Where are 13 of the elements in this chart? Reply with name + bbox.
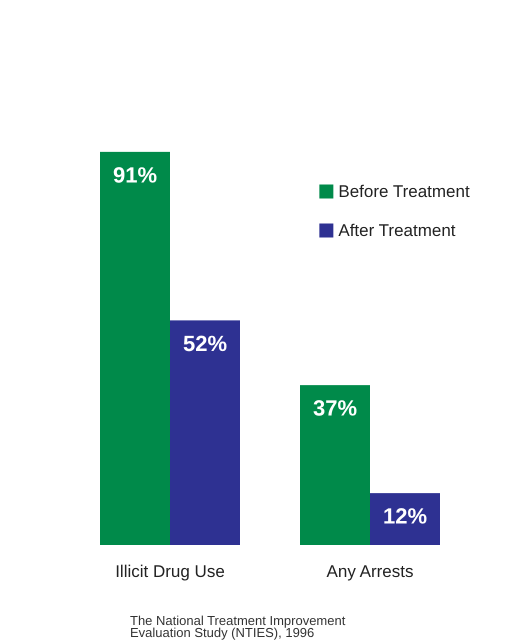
- bar: [370, 493, 440, 545]
- bar: [100, 152, 170, 545]
- x-tick-label: Illicit Drug Use: [115, 562, 225, 581]
- data-label: 12%: [382, 504, 428, 529]
- bar: [170, 320, 240, 545]
- data-label: 52%: [182, 330, 228, 356]
- data-label: 37%: [312, 396, 358, 421]
- x-tick-label: Any Arrests: [326, 562, 414, 581]
- legend-label: After Treatment: [338, 221, 456, 240]
- text: The National Treatment Improvement Evaluation Study (NTIES), 1996: [130, 613, 349, 640]
- data-label: 91%: [112, 162, 158, 188]
- legend-label: Before Treatment: [338, 182, 470, 201]
- bar: [300, 385, 370, 545]
